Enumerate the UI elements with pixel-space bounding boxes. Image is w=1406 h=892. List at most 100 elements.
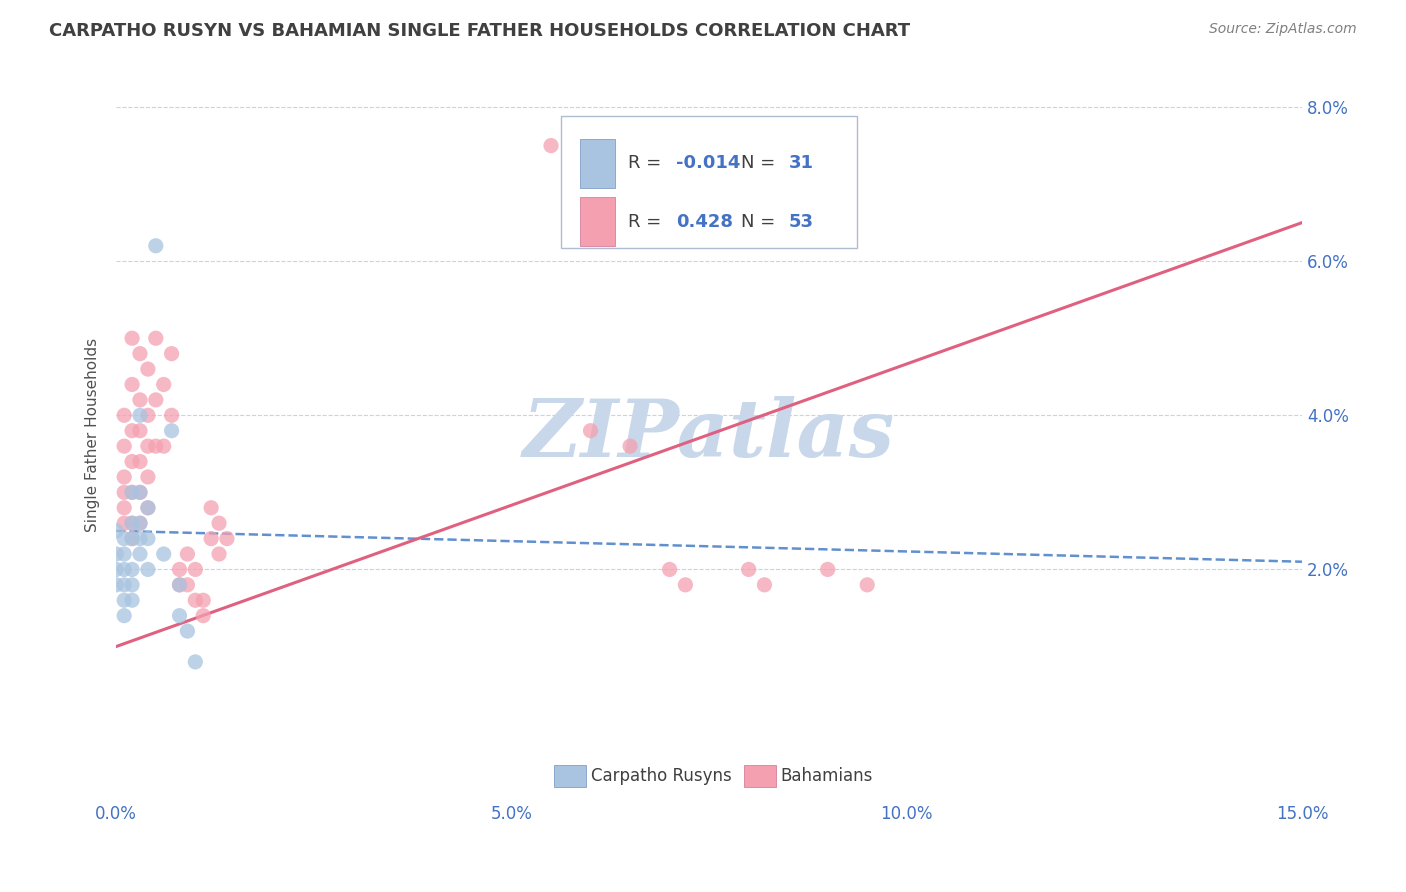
Point — [817, 562, 839, 576]
Point — [136, 470, 159, 484]
Point — [112, 439, 135, 453]
Point — [193, 593, 215, 607]
Point — [200, 500, 222, 515]
Point — [208, 516, 231, 531]
Point — [112, 547, 135, 561]
Text: Carpatho Rusyns: Carpatho Rusyns — [591, 767, 731, 785]
Point — [160, 346, 183, 360]
Point — [121, 516, 143, 531]
Point — [579, 424, 602, 438]
Point — [112, 562, 135, 576]
Point — [152, 547, 174, 561]
Point — [619, 439, 641, 453]
Text: 31: 31 — [789, 154, 814, 172]
Point — [145, 392, 167, 407]
Point — [129, 454, 152, 468]
Point — [200, 532, 222, 546]
FancyBboxPatch shape — [554, 764, 586, 787]
Point — [129, 409, 152, 423]
Text: Source: ZipAtlas.com: Source: ZipAtlas.com — [1209, 22, 1357, 37]
Point — [208, 547, 231, 561]
FancyBboxPatch shape — [579, 139, 616, 188]
Point — [136, 532, 159, 546]
Point — [112, 578, 135, 592]
Point — [121, 485, 143, 500]
Point — [129, 485, 152, 500]
Point — [673, 578, 696, 592]
Point — [136, 362, 159, 376]
Point — [112, 532, 135, 546]
Point — [129, 547, 152, 561]
Point — [112, 470, 135, 484]
Point — [754, 578, 776, 592]
Point — [160, 424, 183, 438]
Point — [121, 562, 143, 576]
Point — [121, 516, 143, 531]
Point — [737, 562, 759, 576]
Text: ZIPatlas: ZIPatlas — [523, 396, 896, 474]
Point — [121, 377, 143, 392]
Point — [129, 346, 152, 360]
Point — [105, 547, 128, 561]
Point — [129, 516, 152, 531]
Point — [152, 439, 174, 453]
Point — [112, 593, 135, 607]
Text: R =: R = — [628, 154, 668, 172]
FancyBboxPatch shape — [744, 764, 776, 787]
Point — [136, 562, 159, 576]
Point — [136, 409, 159, 423]
Point — [184, 593, 207, 607]
Point — [129, 532, 152, 546]
Text: N =: N = — [741, 154, 782, 172]
Text: CARPATHO RUSYN VS BAHAMIAN SINGLE FATHER HOUSEHOLDS CORRELATION CHART: CARPATHO RUSYN VS BAHAMIAN SINGLE FATHER… — [49, 22, 910, 40]
Point — [169, 562, 191, 576]
FancyBboxPatch shape — [561, 116, 858, 248]
Point — [105, 562, 128, 576]
Point — [112, 608, 135, 623]
Point — [121, 485, 143, 500]
Point — [105, 578, 128, 592]
Point — [169, 608, 191, 623]
Point — [129, 516, 152, 531]
Text: -0.014: -0.014 — [676, 154, 741, 172]
Point — [540, 138, 562, 153]
Point — [193, 608, 215, 623]
FancyBboxPatch shape — [579, 197, 616, 246]
Point — [121, 593, 143, 607]
Point — [112, 409, 135, 423]
Point — [169, 578, 191, 592]
Point — [129, 392, 152, 407]
Point — [176, 547, 198, 561]
Point — [121, 532, 143, 546]
Point — [121, 578, 143, 592]
Point — [136, 500, 159, 515]
Point — [176, 578, 198, 592]
Text: N =: N = — [741, 213, 782, 231]
Point — [160, 409, 183, 423]
Point — [129, 485, 152, 500]
Text: 0.428: 0.428 — [676, 213, 733, 231]
Point — [121, 424, 143, 438]
Point — [145, 331, 167, 345]
Point — [184, 562, 207, 576]
Point — [105, 524, 128, 538]
Point — [176, 624, 198, 638]
Text: R =: R = — [628, 213, 668, 231]
Point — [121, 331, 143, 345]
Point — [112, 485, 135, 500]
Point — [215, 532, 238, 546]
Y-axis label: Single Father Households: Single Father Households — [86, 337, 100, 532]
Point — [121, 454, 143, 468]
Point — [145, 239, 167, 253]
Point — [136, 439, 159, 453]
Point — [112, 516, 135, 531]
Point — [152, 377, 174, 392]
Text: Bahamians: Bahamians — [780, 767, 873, 785]
Text: 53: 53 — [789, 213, 814, 231]
Point — [145, 439, 167, 453]
Point — [121, 532, 143, 546]
Point — [129, 424, 152, 438]
Point — [112, 500, 135, 515]
Point — [658, 562, 681, 576]
Point — [856, 578, 879, 592]
